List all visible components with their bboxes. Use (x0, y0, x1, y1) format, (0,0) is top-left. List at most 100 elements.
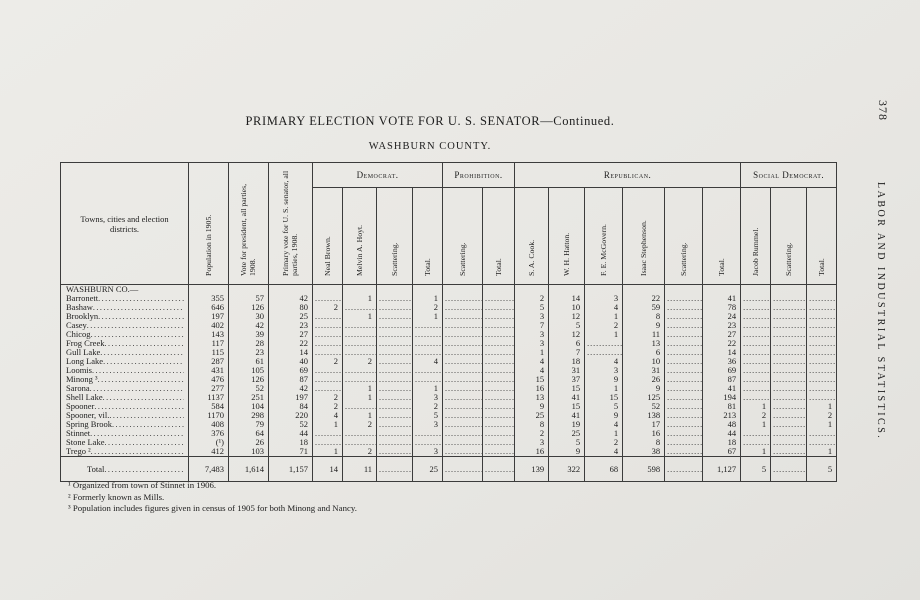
value-cell: 4 (584, 303, 623, 312)
value-cell: 3 (584, 294, 623, 303)
town-cell: Trego ² (60, 447, 189, 457)
value-cell (442, 321, 483, 330)
value-cell: 23 (228, 348, 269, 357)
value-cell: 15 (548, 384, 585, 393)
value-cell: 2 (740, 411, 771, 420)
value-cell (482, 312, 515, 321)
value-cell (411, 438, 443, 447)
town-cell: Casey (60, 321, 189, 330)
value-cell (376, 375, 413, 384)
value-cell (376, 402, 413, 411)
group-header-republican: Republican. (514, 162, 741, 188)
town-name: Spring Brook (66, 420, 113, 429)
value-cell: 11 (622, 330, 665, 339)
value-cell: 41 (702, 384, 741, 393)
value-cell: 197 (188, 312, 229, 321)
value-cell (740, 384, 771, 393)
value-cell: 5 (411, 411, 443, 420)
value-cell (312, 429, 343, 438)
value-cell (584, 339, 623, 348)
value-cell (312, 384, 343, 393)
value-cell: 1 (806, 402, 837, 411)
value-cell: 18 (548, 357, 585, 366)
value-cell: 143 (188, 330, 229, 339)
value-cell: 2 (312, 402, 343, 411)
value-cell (442, 447, 483, 457)
value-cell: 117 (188, 339, 229, 348)
value-cell: 67 (702, 447, 741, 457)
value-cell (342, 321, 377, 330)
value-cell: 5 (806, 456, 837, 482)
value-cell: 220 (268, 411, 313, 420)
value-cell: 9 (548, 447, 585, 457)
value-cell: 14 (548, 294, 585, 303)
footnote-2: ² Formerly known as Mills. (68, 491, 165, 502)
value-cell (342, 348, 377, 357)
value-cell: 6 (622, 348, 665, 357)
value-cell: 64 (228, 429, 269, 438)
value-cell: 9 (622, 384, 665, 393)
value-cell: 5 (548, 321, 585, 330)
value-cell: 103 (228, 447, 269, 457)
table-row: Frog Creek1172822361322 (60, 339, 837, 348)
value-cell (376, 312, 413, 321)
value-cell: 41 (702, 294, 741, 303)
town-cell: Sarona (60, 384, 189, 393)
table-body: WASHBURN CO.—Barronett35557421121432241B… (60, 284, 837, 482)
town-cell: Total (60, 456, 189, 482)
town-cell: Spring Brook (60, 420, 189, 429)
value-cell (482, 429, 515, 438)
value-cell (442, 384, 483, 393)
value-cell: (¹) (188, 438, 229, 447)
value-cell: 44 (268, 429, 313, 438)
table-row: Casey4024223752923 (60, 321, 837, 330)
value-cell: 5 (548, 438, 585, 447)
value-cell (770, 339, 807, 348)
value-cell (740, 330, 771, 339)
value-cell (411, 366, 443, 375)
value-cell: 104 (228, 402, 269, 411)
value-cell (770, 384, 807, 393)
value-cell: 7 (548, 348, 585, 357)
value-cell (312, 284, 343, 294)
value-cell: 52 (622, 402, 665, 411)
value-cell: 376 (188, 429, 229, 438)
town-cell: Bashaw (60, 303, 189, 312)
value-cell: 23 (268, 321, 313, 330)
value-cell (664, 284, 703, 294)
value-cell: 5 (740, 456, 771, 482)
value-cell: 39 (228, 330, 269, 339)
value-cell (342, 330, 377, 339)
value-cell (740, 303, 771, 312)
value-cell: 9 (622, 321, 665, 330)
value-cell (312, 294, 343, 303)
value-cell (376, 321, 413, 330)
value-cell: 15 (514, 375, 549, 384)
value-cell: 2 (514, 294, 549, 303)
value-cell (442, 303, 483, 312)
value-cell (376, 294, 413, 303)
row-header: Towns, cities and election districts. (60, 162, 189, 285)
value-cell (312, 375, 343, 384)
col-header-sd-scattering: Scattering. (770, 187, 807, 285)
col-header-dem-total: Total. (411, 187, 443, 285)
dot-leader (93, 303, 184, 312)
value-cell: 52 (268, 420, 313, 429)
value-cell (482, 411, 515, 420)
value-cell (482, 420, 515, 429)
value-cell (411, 321, 443, 330)
value-cell (664, 357, 703, 366)
value-cell (770, 438, 807, 447)
value-cell (770, 375, 807, 384)
value-cell: 48 (702, 420, 741, 429)
group-header-prohibition: Prohibition. (442, 162, 515, 188)
value-cell: 22 (702, 339, 741, 348)
value-cell: 9 (584, 375, 623, 384)
value-cell: 18 (268, 438, 313, 447)
value-cell: 598 (622, 456, 665, 482)
table-row: WASHBURN CO.— (60, 284, 837, 294)
value-cell: 2 (806, 411, 837, 420)
value-cell (442, 456, 483, 482)
value-cell (770, 402, 807, 411)
value-cell (806, 357, 837, 366)
